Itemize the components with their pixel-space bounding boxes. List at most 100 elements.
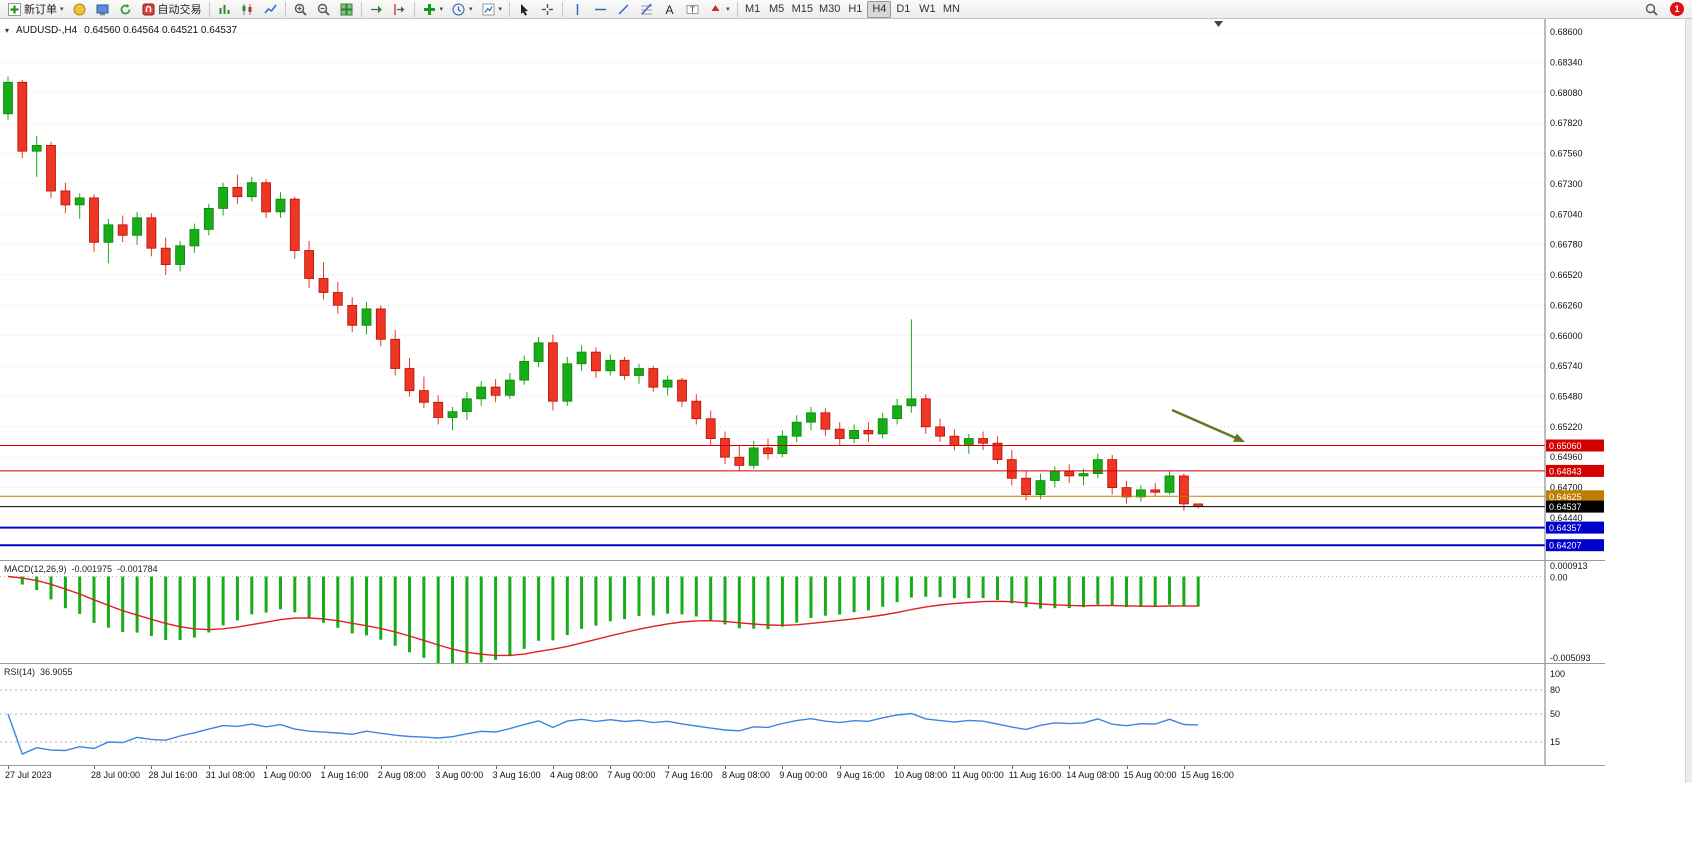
candle <box>906 398 917 407</box>
terminal-button[interactable] <box>91 1 114 18</box>
chart-shift-button[interactable] <box>388 1 411 18</box>
time-tick <box>782 766 784 769</box>
timeframe-mn-button[interactable]: MN <box>939 1 963 18</box>
time-tick <box>954 766 956 769</box>
chevron-down-icon: ▾ <box>498 6 503 13</box>
candle <box>533 342 544 362</box>
timeframe-m30-button[interactable]: M30 <box>816 1 843 18</box>
price-badge <box>1546 490 1604 503</box>
new-order-button[interactable]: 新订单 ▾ <box>3 1 68 18</box>
chevron-down-icon: ▾ <box>60 6 64 13</box>
price-axis-label: 0.65480 <box>1550 392 1583 402</box>
candlestick-chart-button[interactable] <box>236 1 259 18</box>
time-axis-label: 31 Jul 08:00 <box>205 770 255 780</box>
refresh-button[interactable] <box>114 1 137 18</box>
bottom-area <box>0 783 1692 849</box>
candle <box>232 186 243 198</box>
trendline-button[interactable] <box>612 1 635 18</box>
crosshair-icon <box>542 3 554 15</box>
timeframe-h1-button[interactable]: H1 <box>843 1 867 18</box>
price-axis-label: 0.64700 <box>1550 483 1583 493</box>
rsi-panel[interactable]: RSI(14) 36.9055 100 80 50 15 <box>0 663 1605 765</box>
time-tick <box>438 766 440 769</box>
line-chart-icon <box>263 4 277 13</box>
candle <box>877 418 888 435</box>
price-badge-label: 0.65060 <box>1549 441 1582 451</box>
line-chart-button[interactable] <box>259 1 282 18</box>
time-axis-label: 7 Aug 00:00 <box>607 770 656 780</box>
candle <box>863 429 874 435</box>
time-tick <box>610 766 612 769</box>
macd-panel[interactable]: MACD(12,26,9) -0.001975 -0.001784 0.0009… <box>0 560 1605 663</box>
vertical-scrollbar[interactable] <box>1685 19 1692 783</box>
price-axis-label: 0.64960 <box>1550 452 1583 462</box>
rsi-canvas[interactable]: 100 80 50 15 <box>0 664 1605 770</box>
periods-clock-icon <box>452 3 465 15</box>
cursor-button[interactable] <box>513 1 536 18</box>
text-label-button[interactable]: T <box>681 1 704 18</box>
arrows-button[interactable]: ▾ <box>704 1 734 18</box>
candle <box>591 351 601 372</box>
macd-axis-label: 0.000913 <box>1550 561 1588 571</box>
refresh-icon <box>120 3 130 14</box>
templates-button[interactable]: ▾ <box>477 1 507 18</box>
time-axis[interactable]: 27 Jul 2023 28 Jul 00:00 28 Jul 16:00 31 Ju… <box>0 765 1605 783</box>
horizontal-line-icon <box>595 8 607 10</box>
candle <box>1021 477 1031 496</box>
periods-button[interactable]: ▾ <box>447 1 477 18</box>
toolbar-separator <box>360 1 362 17</box>
candle <box>74 197 85 206</box>
candle <box>1107 459 1118 489</box>
tile-windows-button[interactable] <box>335 1 358 18</box>
new-order-icon <box>8 2 21 16</box>
candle <box>433 401 444 418</box>
main-toolbar: 新订单 ▾ 自动交易 <box>0 0 1692 19</box>
price-axis-label: 0.66260 <box>1550 300 1583 310</box>
chart-shift-marker[interactable] <box>1214 21 1223 27</box>
vertical-line-button[interactable] <box>566 1 589 18</box>
candle <box>576 351 587 365</box>
candle <box>1164 475 1175 493</box>
candle <box>720 438 730 458</box>
crosshair-button[interactable] <box>536 1 559 18</box>
auto-scroll-button[interactable] <box>365 1 388 18</box>
zoom-out-button[interactable] <box>312 1 335 18</box>
time-tick <box>552 766 554 769</box>
macd-canvas[interactable]: 0.000913 0.00 -0.005093 <box>0 561 1605 668</box>
new-order-label: 新订单 <box>24 4 57 16</box>
rsi-axis-label: 50 <box>1550 709 1560 719</box>
toolbar-separator <box>509 1 511 17</box>
one-click-trading-toggle[interactable]: ▾ <box>5 26 10 35</box>
text-icon: A <box>666 3 674 17</box>
candle <box>17 81 28 152</box>
horizontal-line-button[interactable] <box>589 1 612 18</box>
candle <box>705 418 716 440</box>
candle <box>404 368 415 392</box>
time-axis-label: 3 Aug 00:00 <box>435 770 484 780</box>
bar-chart-button[interactable] <box>213 1 236 18</box>
timeframe-m5-button[interactable]: M5 <box>765 1 789 18</box>
annotation-arrow[interactable] <box>1171 408 1241 441</box>
price-chart-canvas[interactable]: 0.68600 0.68340 0.68080 0.67820 0.67560 0.673… <box>0 19 1605 565</box>
fibonacci-button[interactable] <box>635 1 658 18</box>
search-button[interactable] <box>1640 1 1663 18</box>
candle <box>318 278 329 293</box>
autotrading-button[interactable]: 自动交易 <box>137 1 206 18</box>
zoom-in-button[interactable] <box>289 1 312 18</box>
timeframe-d1-button[interactable]: D1 <box>891 1 915 18</box>
timeframe-w1-button[interactable]: W1 <box>915 1 939 18</box>
timeframe-h4-button[interactable]: H4 <box>867 0 892 18</box>
timeframe-m15-button[interactable]: M15 <box>789 1 816 18</box>
metaeditor-button[interactable] <box>68 1 91 18</box>
candle <box>763 447 773 455</box>
candle <box>834 428 845 439</box>
indicators-button[interactable]: ▾ <box>418 1 448 18</box>
price-chart-panel[interactable]: ▾ AUDUSD-,H4 0.64560 0.64564 0.64521 0.6… <box>0 19 1605 560</box>
text-button[interactable]: A <box>658 1 681 18</box>
candle <box>820 412 831 430</box>
candle <box>218 186 229 209</box>
rsi-value: 36.9055 <box>40 667 73 677</box>
time-tick <box>1069 766 1071 769</box>
timeframe-m1-button[interactable]: M1 <box>741 1 765 18</box>
notification-badge[interactable]: 1 <box>1670 2 1684 16</box>
